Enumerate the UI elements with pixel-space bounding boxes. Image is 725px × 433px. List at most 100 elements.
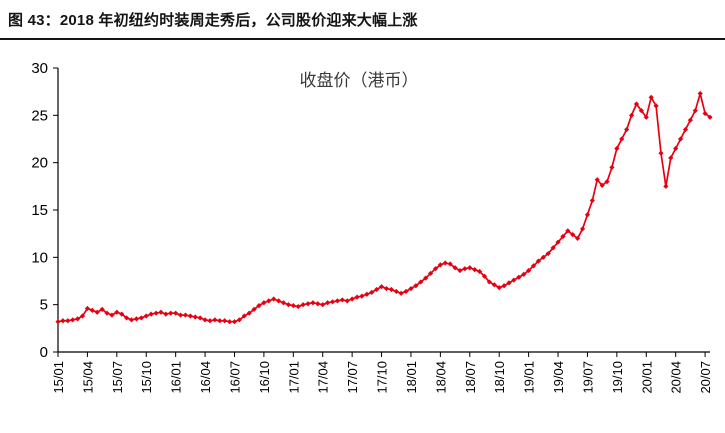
data-point-marker	[447, 261, 453, 267]
data-point-marker	[266, 298, 272, 304]
data-point-marker	[589, 197, 595, 204]
data-point-marker	[545, 250, 551, 257]
data-point-marker	[305, 301, 311, 307]
data-point-marker	[222, 318, 228, 324]
data-point-marker	[604, 179, 610, 185]
x-tick-label: 19/07	[580, 361, 595, 394]
data-point-marker	[295, 303, 301, 310]
data-point-marker	[344, 298, 350, 304]
data-point-marker	[163, 311, 169, 317]
x-tick-label: 19/04	[551, 361, 566, 394]
x-tick-label: 18/04	[433, 361, 448, 394]
data-point-marker	[128, 317, 135, 323]
data-point-marker	[702, 110, 708, 117]
data-point-marker	[251, 306, 257, 312]
data-point-marker	[555, 239, 561, 245]
data-point-marker	[687, 117, 693, 123]
data-point-marker	[692, 108, 698, 114]
data-point-marker	[300, 302, 306, 308]
figure-title-bar: 图 43：2018 年初纽约时装周走秀后，公司股价迎来大幅上涨	[0, 0, 725, 40]
data-point-marker	[697, 90, 703, 97]
data-point-marker	[285, 302, 292, 308]
data-point-marker	[246, 310, 252, 316]
y-tick-label: 30	[31, 60, 48, 77]
data-point-marker	[138, 315, 144, 321]
price-line	[57, 90, 711, 323]
data-point-marker	[653, 103, 659, 109]
data-point-marker	[143, 313, 149, 319]
data-point-marker	[119, 311, 125, 317]
data-point-marker	[168, 310, 174, 316]
data-point-marker	[476, 268, 483, 275]
data-point-marker	[177, 312, 184, 318]
price-line-series	[55, 90, 713, 325]
data-point-marker	[624, 126, 630, 133]
y-tick-label: 5	[40, 297, 48, 314]
data-point-marker	[682, 126, 689, 133]
data-point-marker	[334, 298, 341, 304]
data-point-marker	[437, 262, 443, 268]
data-point-marker	[619, 136, 625, 142]
data-point-marker	[276, 298, 282, 304]
data-point-marker	[535, 258, 542, 264]
data-point-marker	[442, 260, 448, 266]
data-point-marker	[643, 114, 649, 120]
data-point-marker	[79, 313, 86, 319]
x-tick-label: 17/01	[286, 361, 301, 394]
y-tick-label: 25	[31, 107, 48, 124]
data-point-marker	[707, 114, 713, 120]
data-point-marker	[70, 317, 76, 323]
x-axis: 15/01 15/04 15/07 15/10 16/01 16/04 16/07 16/10…	[51, 351, 713, 394]
data-point-marker	[570, 232, 576, 238]
x-tick-label: 16/04	[198, 361, 213, 394]
data-point-marker	[212, 317, 218, 323]
x-tick-label: 20/01	[639, 361, 654, 394]
data-point-marker	[677, 136, 684, 142]
data-point-marker	[383, 285, 390, 292]
data-point-marker	[354, 294, 360, 300]
data-point-marker	[628, 112, 635, 118]
data-point-marker	[599, 182, 605, 188]
x-tick-label: 17/10	[375, 361, 390, 394]
data-point-marker	[173, 310, 179, 316]
y-tick-label: 10	[31, 249, 48, 266]
figure-title: 图 43：2018 年初纽约时装周走秀后，公司股价迎来大幅上涨	[8, 12, 418, 29]
x-tick-label: 17/04	[316, 361, 331, 394]
data-point-marker	[104, 310, 110, 316]
data-point-marker	[55, 319, 61, 325]
data-point-marker	[153, 310, 159, 316]
data-point-marker	[197, 315, 203, 321]
data-point-marker	[202, 317, 208, 323]
data-point-marker	[158, 309, 164, 315]
data-point-marker	[124, 315, 130, 321]
data-point-marker	[349, 296, 355, 302]
x-tick-label: 19/01	[522, 361, 537, 394]
data-point-marker	[472, 267, 478, 273]
x-tick-label: 20/04	[669, 361, 684, 394]
data-point-marker	[207, 318, 213, 324]
data-point-marker	[638, 108, 644, 114]
data-point-marker	[89, 307, 95, 313]
price-chart-container: 0 5 10 15 20 25 30 15/01 15/04 15/07 15/10 16/01 16/…	[0, 40, 725, 433]
x-tick-label: 18/07	[463, 361, 478, 394]
data-point-marker	[413, 283, 419, 289]
data-point-marker	[241, 313, 247, 319]
data-point-marker	[192, 314, 198, 320]
data-point-marker	[65, 318, 71, 324]
data-point-marker	[60, 318, 66, 324]
data-point-marker	[261, 300, 267, 306]
data-point-marker	[148, 311, 154, 317]
data-point-marker	[256, 303, 262, 309]
data-point-marker	[226, 319, 233, 325]
x-tick-label: 15/07	[110, 361, 125, 394]
data-point-marker	[398, 290, 404, 296]
x-tick-label: 17/07	[345, 361, 360, 394]
data-point-marker	[462, 266, 468, 272]
data-point-marker	[565, 228, 571, 234]
data-point-marker	[550, 245, 556, 251]
data-point-marker	[560, 233, 566, 240]
data-point-marker	[359, 293, 365, 299]
data-point-marker	[633, 101, 640, 107]
data-point-marker	[329, 299, 336, 305]
data-point-marker	[99, 306, 105, 312]
